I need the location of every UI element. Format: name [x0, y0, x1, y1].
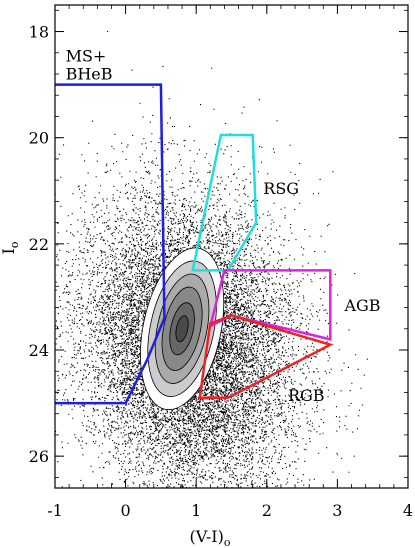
y-tick-label: 24 [29, 341, 49, 360]
region-ms-bheb-outline [55, 83, 166, 405]
region-label-agb: AGB [343, 296, 380, 315]
x-tick-label: 4 [403, 501, 413, 520]
x-tick-label: 3 [332, 501, 342, 520]
y-axis-title: Io [0, 241, 21, 254]
x-tick-label: 1 [191, 501, 201, 520]
contour-level-6 [175, 315, 189, 343]
region-label-rsg: RSG [263, 179, 299, 198]
plot-area [55, 30, 368, 488]
region-label-rgb: RGB [288, 386, 325, 405]
y-tick-label: 22 [29, 235, 49, 254]
x-tick-label: 0 [121, 501, 131, 520]
x-tick-label: 2 [262, 501, 272, 520]
region-rgb-outline [198, 314, 334, 400]
region-agb-outline [208, 269, 332, 341]
selection-regions [55, 83, 334, 405]
region-rsg-outline [191, 133, 258, 272]
x-tick-label: -1 [47, 501, 63, 520]
plot-frame [54, 4, 409, 489]
x-axis-title: (V-I)o [190, 527, 231, 548]
y-tick-label: 26 [29, 447, 49, 466]
axis-ticks: -1 0 1 2 3 4 18 20 22 24 26 [29, 5, 413, 520]
region-label-bheb: BHeB [66, 64, 113, 83]
y-tick-label: 20 [29, 129, 49, 148]
region-labels: MS+BHeB RSG AGB RGB [66, 46, 381, 405]
region-label-ms: MS+ [66, 46, 107, 65]
y-tick-label: 18 [29, 23, 49, 42]
